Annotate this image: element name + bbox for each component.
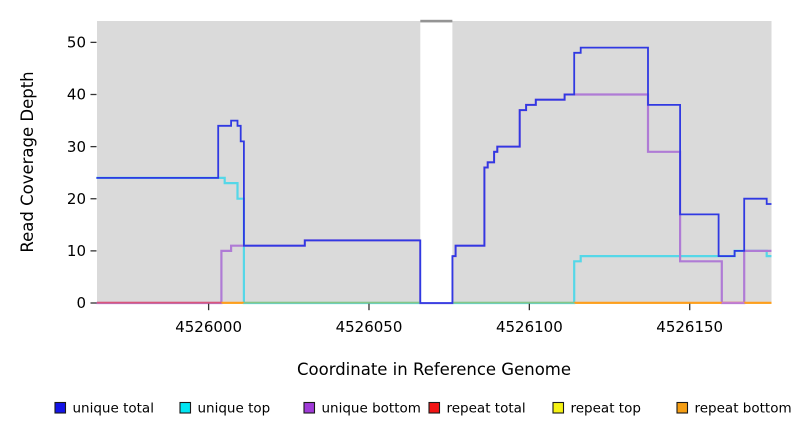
legend-swatch-repeat-top [552,401,565,414]
legend-label-unique-top: unique top [198,401,271,417]
y-tick-label: 20 [67,190,86,208]
y-tick-label: 30 [67,138,86,156]
line-unique-total [96,46,772,304]
x-tick-label: 4526050 [336,318,403,336]
y-tick-label: 10 [67,242,86,260]
x-tick-label: 4526000 [175,318,242,336]
legend-swatch-unique-top [179,401,192,414]
legend-label-repeat-total: repeat total [447,401,526,417]
legend-label-unique-total: unique total [73,401,154,417]
legend-swatch-repeat-total [428,401,441,414]
legend-swatch-unique-total [54,401,67,414]
masked-region-cap [420,19,453,23]
legend-swatch-repeat-bottom [676,401,689,414]
y-tick-label: 50 [67,34,86,52]
y-tick-label: 0 [76,294,86,312]
x-tick-label: 4526150 [656,318,723,336]
legend: unique total unique top unique bottom repea… [54,401,792,417]
x-axis-title: Coordinate in Reference Genome [297,360,571,379]
legend-label-unique-bottom: unique bottom [322,401,421,417]
y-axis-title: Read Coverage Depth [18,71,37,252]
y-tick-label: 40 [67,86,86,104]
legend-label-repeat-bottom: repeat bottom [695,401,792,417]
x-tick-label: 4526100 [496,318,563,336]
legend-label-repeat-top: repeat top [571,401,641,417]
legend-swatch-unique-bottom [303,401,316,414]
masked-region [420,22,453,304]
